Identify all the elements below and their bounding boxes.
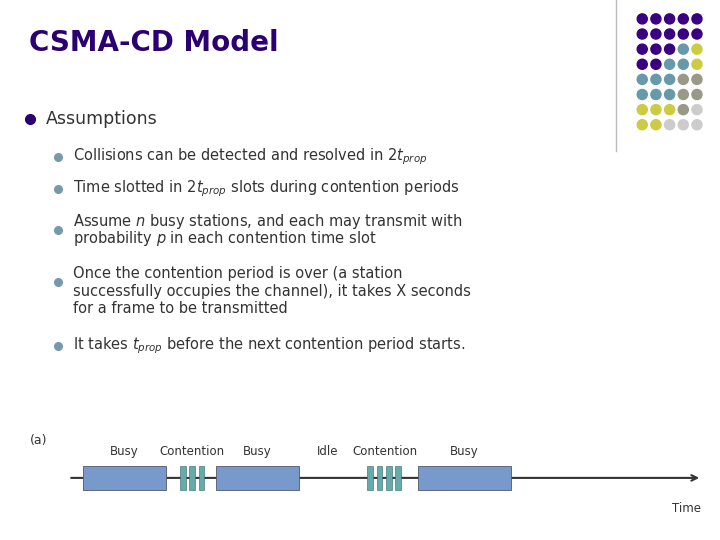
Ellipse shape <box>678 59 688 69</box>
Ellipse shape <box>651 29 661 39</box>
Ellipse shape <box>651 90 661 99</box>
Bar <box>180 465 186 490</box>
Ellipse shape <box>678 44 688 54</box>
Bar <box>377 465 382 490</box>
Text: Assume $n$ busy stations, and each may transmit with: Assume $n$ busy stations, and each may t… <box>73 212 463 231</box>
Ellipse shape <box>651 120 661 130</box>
Text: Busy: Busy <box>450 444 479 457</box>
Text: Busy: Busy <box>110 444 138 457</box>
Text: (a): (a) <box>30 434 48 447</box>
Ellipse shape <box>692 29 702 39</box>
Ellipse shape <box>678 14 688 24</box>
Ellipse shape <box>651 75 661 84</box>
Ellipse shape <box>637 29 647 39</box>
Ellipse shape <box>678 90 688 99</box>
Ellipse shape <box>665 29 675 39</box>
Ellipse shape <box>692 14 702 24</box>
Text: Contention: Contention <box>160 444 225 457</box>
Ellipse shape <box>637 59 647 69</box>
Text: It takes $t_{prop}$ before the next contention period starts.: It takes $t_{prop}$ before the next cont… <box>73 335 466 356</box>
Text: CSMA-CD Model: CSMA-CD Model <box>29 29 279 57</box>
Ellipse shape <box>692 90 702 99</box>
Ellipse shape <box>692 44 702 54</box>
Ellipse shape <box>637 120 647 130</box>
Ellipse shape <box>637 90 647 99</box>
Ellipse shape <box>678 29 688 39</box>
Ellipse shape <box>692 120 702 130</box>
Ellipse shape <box>637 105 647 114</box>
Ellipse shape <box>651 105 661 114</box>
Bar <box>199 465 204 490</box>
Text: probability $p$ in each contention time slot: probability $p$ in each contention time … <box>73 229 377 248</box>
Ellipse shape <box>665 120 675 130</box>
Bar <box>386 465 392 490</box>
Ellipse shape <box>651 44 661 54</box>
Text: Contention: Contention <box>352 444 417 457</box>
Ellipse shape <box>665 14 675 24</box>
Text: successfully occupies the channel), it takes X seconds: successfully occupies the channel), it t… <box>73 284 472 299</box>
Ellipse shape <box>637 44 647 54</box>
Bar <box>367 465 373 490</box>
Ellipse shape <box>651 14 661 24</box>
Ellipse shape <box>665 75 675 84</box>
Bar <box>216 465 299 490</box>
Bar <box>418 465 511 490</box>
Ellipse shape <box>692 105 702 114</box>
Bar <box>83 465 166 490</box>
Ellipse shape <box>637 75 647 84</box>
Ellipse shape <box>665 90 675 99</box>
Ellipse shape <box>678 105 688 114</box>
Ellipse shape <box>678 75 688 84</box>
Bar <box>189 465 195 490</box>
Text: Collisions can be detected and resolved in $2t_{prop}$: Collisions can be detected and resolved … <box>73 146 428 167</box>
Text: for a frame to be transmitted: for a frame to be transmitted <box>73 301 288 316</box>
Ellipse shape <box>692 59 702 69</box>
Ellipse shape <box>665 59 675 69</box>
Text: Time: Time <box>672 502 701 515</box>
Ellipse shape <box>692 75 702 84</box>
Text: Assumptions: Assumptions <box>46 110 158 128</box>
Text: Idle: Idle <box>317 444 338 457</box>
Ellipse shape <box>651 59 661 69</box>
Text: Once the contention period is over (a station: Once the contention period is over (a st… <box>73 266 403 281</box>
Bar <box>395 465 401 490</box>
Text: Busy: Busy <box>243 444 271 457</box>
Ellipse shape <box>665 105 675 114</box>
Text: Time slotted in $2t_{prop}$ slots during contention periods: Time slotted in $2t_{prop}$ slots during… <box>73 179 460 199</box>
Ellipse shape <box>665 44 675 54</box>
Ellipse shape <box>678 120 688 130</box>
Ellipse shape <box>637 14 647 24</box>
